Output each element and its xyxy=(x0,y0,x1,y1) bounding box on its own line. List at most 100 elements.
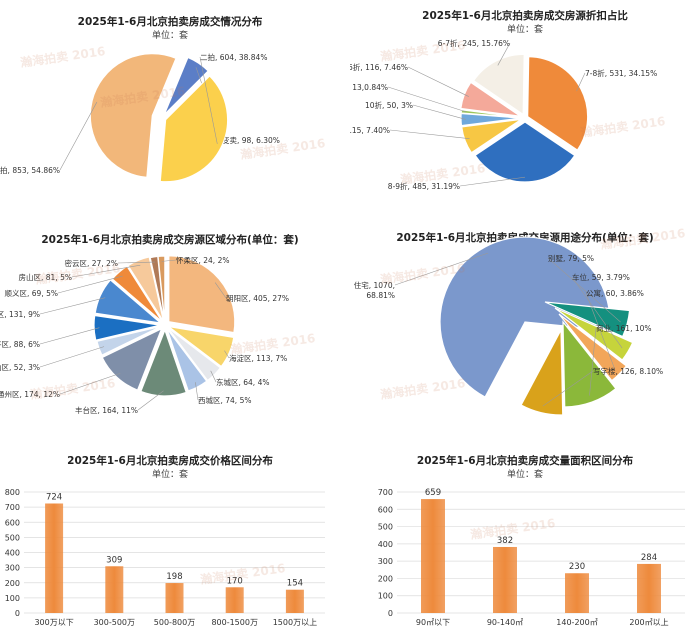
data-label: 别墅, 79, 5% xyxy=(548,253,594,263)
leader-line xyxy=(39,297,106,315)
y-tick-label: 100 xyxy=(378,592,393,601)
data-label: 房山区, 81, 5% xyxy=(19,272,72,282)
chart-district: 2025年1-6月北京拍卖房成交房源区域分布(单位：套) 朝阳区, 405, 2… xyxy=(0,222,340,432)
bar-300-500万 xyxy=(105,566,124,613)
x-tick-label: 140-200㎡ xyxy=(556,618,597,627)
bar-value-label: 309 xyxy=(106,555,122,565)
data-label: 商业, 161, 10% xyxy=(596,323,652,333)
chart-deal-status: 2025年1-6月北京拍卖房成交情况分布 单位：套 一拍, 853, 54.86… xyxy=(0,0,340,200)
y-tick-label: 400 xyxy=(378,540,393,549)
bar-value-label: 230 xyxy=(569,562,585,572)
y-tick-label: 700 xyxy=(5,503,20,512)
pie-slice-7-8折 xyxy=(527,56,589,151)
chart-title: 2025年1-6月北京拍卖房成交价格区间分布 xyxy=(67,455,273,467)
leader-line xyxy=(459,176,525,187)
chart-discount: 2025年1-6月北京拍卖房成交房源折扣占比 单位：套 7-8折, 531, 3… xyxy=(350,0,700,200)
data-label: 通州区, 174, 12% xyxy=(0,389,60,399)
data-label: 海淀区, 113, 7% xyxy=(229,353,287,363)
pie-slice-通州区 xyxy=(101,327,163,391)
y-tick-label: 300 xyxy=(378,557,393,566)
chart-usage: 2025年1-6月北京拍卖房成交房源用途分布(单位：套) 住宅, 1070,68… xyxy=(350,222,700,432)
bar-200㎡以上 xyxy=(637,563,661,613)
bar-area: 0 100 200 300 400 500 600 700 659 90㎡以下 382 90-140㎡… xyxy=(378,488,685,627)
bar-value-label: 170 xyxy=(227,576,243,586)
bar-300万以下 xyxy=(45,503,64,613)
data-label: 一拍, 853, 54.86% xyxy=(0,165,60,175)
y-tick-label: 500 xyxy=(378,523,393,532)
leader-line xyxy=(394,252,489,286)
bar-value-label: 382 xyxy=(497,536,513,546)
data-label: 7-8折, 531, 34.15% xyxy=(585,68,657,78)
y-tick-label: 200 xyxy=(5,579,20,588)
data-label: 9-10折, 115, 7.40% xyxy=(350,125,390,135)
data-label: 丰台区, 164, 11% xyxy=(75,405,138,415)
y-tick-label: 700 xyxy=(378,488,393,497)
pie-slice-二拍 xyxy=(159,75,229,183)
data-label: 8-9折, 485, 31.19% xyxy=(388,181,460,191)
x-tick-label: 90㎡以下 xyxy=(416,618,450,627)
bar-90-140㎡ xyxy=(493,546,517,613)
bar-90㎡以下 xyxy=(421,499,445,613)
chart-title: 2025年1-6月北京拍卖房成交房源折扣占比 xyxy=(422,10,628,22)
pie-slice-海淀区 xyxy=(168,325,235,368)
data-label: 二拍, 604, 38.84% xyxy=(200,52,267,62)
pie-slice-住宅 xyxy=(439,236,611,398)
pie-slice-朝阳区 xyxy=(168,255,236,334)
data-label: 大兴区, 131, 9% xyxy=(0,309,40,319)
leader-line xyxy=(161,259,177,262)
leader-line xyxy=(199,56,218,144)
data-label: 顺义区, 69, 5% xyxy=(5,289,58,298)
chart-unit: 单位：套 xyxy=(151,470,188,480)
leader-line xyxy=(39,327,100,345)
pie-slice-8-9折 xyxy=(474,121,576,183)
x-tick-label: 300-500万 xyxy=(94,618,135,627)
pie-district: 朝阳区, 405, 27% 海淀区, 113, 7% 东城区, 64, 4% 西城区,… xyxy=(0,255,289,415)
bar-800-1500万 xyxy=(225,587,244,613)
pie-slice-9-10折 xyxy=(461,118,522,154)
bar-1500万以上 xyxy=(285,589,304,613)
pie-deal-status: 一拍, 853, 54.86% 变卖, 98, 6.30% 二拍, 604, 38.… xyxy=(0,52,280,183)
leader-line xyxy=(389,129,470,140)
pie-slice-车位 xyxy=(554,307,634,361)
y-tick-label: 100 xyxy=(5,594,20,603)
data-label: 68.81% xyxy=(366,291,395,300)
leader-line xyxy=(57,275,123,294)
chart-unit: 单位：套 xyxy=(506,25,543,35)
leader-line xyxy=(195,382,199,401)
pie-slice-西城区 xyxy=(166,328,208,392)
data-label: 西城区, 74, 5% xyxy=(198,396,251,405)
pie-slice-公寓 xyxy=(558,313,628,382)
leader-line xyxy=(214,282,227,299)
leader-line xyxy=(59,101,98,171)
pie-slice-变卖 xyxy=(163,56,210,116)
chart-price: 2025年1-6月北京拍卖房成交价格区间分布 单位：套 0 100 200 300 40… xyxy=(0,445,340,640)
pie-slice-昌平区 xyxy=(93,314,161,341)
x-tick-label: 90-140㎡ xyxy=(487,618,523,627)
pie-slice-5-6折 xyxy=(460,81,521,117)
data-label: 昌平区, 88, 6% xyxy=(0,340,40,349)
pie-slice-房山区 xyxy=(127,256,165,322)
leader-line xyxy=(571,276,623,349)
pie-slice-6-7折 xyxy=(472,53,525,116)
data-label: 变卖, 98, 6.30% xyxy=(222,135,280,145)
pie-slice-一拍 xyxy=(89,53,177,179)
pie-slice-写字楼 xyxy=(520,327,564,416)
pie-slice-商业 xyxy=(562,320,617,408)
pie-discount: 7-8折, 531, 34.15% 8-9折, 485, 31.19% 9-10折,… xyxy=(350,38,657,191)
pie-slice-怀柔区 xyxy=(157,255,166,323)
pie-usage: 住宅, 1070,68.81% 别墅, 79, 5% 车位, 59, 3.79% 公寓… xyxy=(354,236,663,416)
leader-line xyxy=(137,390,164,411)
y-tick-label: 600 xyxy=(5,518,20,527)
y-tick-label: 800 xyxy=(5,488,20,497)
data-label: 密云区, 27, 2% xyxy=(65,258,118,268)
leader-line xyxy=(210,370,217,383)
data-label: 怀柔区, 24, 2% xyxy=(176,255,229,265)
pie-slice-5折以下 xyxy=(460,109,522,119)
pie-slice-别墅 xyxy=(544,301,631,338)
data-label: 5折以下, 13,0.84% xyxy=(350,82,388,92)
data-label: 车位, 59, 3.79% xyxy=(572,272,630,282)
leader-line xyxy=(542,370,594,407)
y-tick-label: 0 xyxy=(15,609,20,618)
data-label: 朝阳区, 405, 27% xyxy=(226,294,289,303)
y-tick-label: 400 xyxy=(5,549,20,558)
